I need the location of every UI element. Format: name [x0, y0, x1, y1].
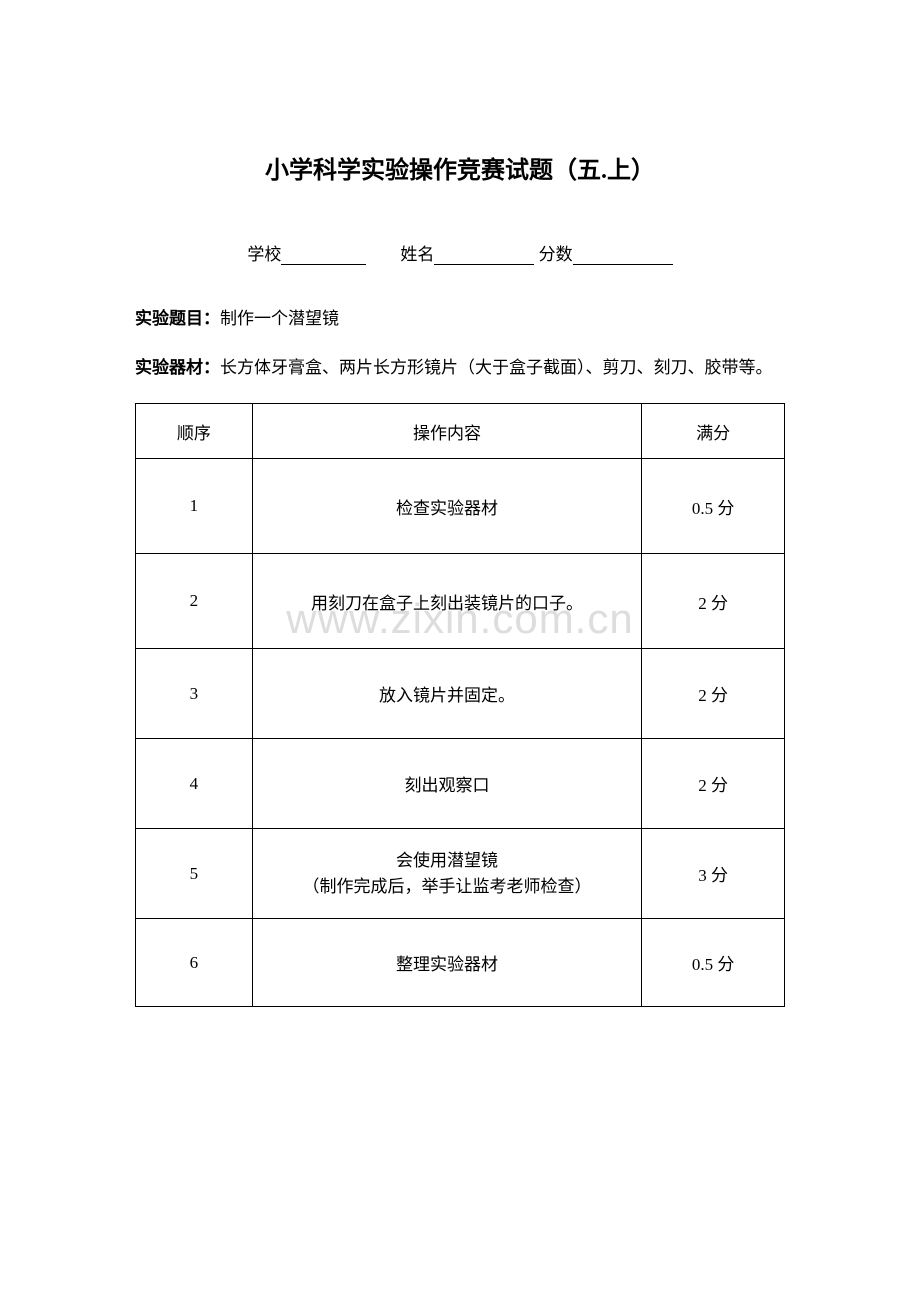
- cell-seq: 3: [136, 649, 253, 739]
- cell-content: 整理实验器材: [252, 919, 641, 1007]
- cell-score: 0.5 分: [642, 919, 785, 1007]
- header-score: 满分: [642, 404, 785, 459]
- cell-content: 放入镜片并固定。: [252, 649, 641, 739]
- form-line: 学校 姓名 分数: [135, 240, 785, 265]
- experiment-title-label: 实验题目：: [135, 309, 220, 328]
- header-seq: 顺序: [136, 404, 253, 459]
- cell-score: 2 分: [642, 554, 785, 649]
- cell-score: 3 分: [642, 829, 785, 919]
- cell-content-line2: （制作完成后，举手让监考老师检查）: [303, 877, 592, 896]
- header-content: 操作内容: [252, 404, 641, 459]
- cell-score: 0.5 分: [642, 459, 785, 554]
- cell-score: 2 分: [642, 649, 785, 739]
- table-row: 4 刻出观察口 2 分: [136, 739, 785, 829]
- table-row: 2 用刻刀在盒子上刻出装镜片的口子。 2 分: [136, 554, 785, 649]
- experiment-title-block: 实验题目：制作一个潜望镜: [135, 305, 785, 332]
- experiment-materials-label: 实验器材：: [135, 358, 220, 377]
- school-blank: [281, 247, 366, 265]
- cell-content: 用刻刀在盒子上刻出装镜片的口子。: [252, 554, 641, 649]
- cell-seq: 5: [136, 829, 253, 919]
- experiment-materials-value: 长方体牙膏盒、两片长方形镜片（大于盒子截面）、剪刀、刻刀、胶带等。: [220, 358, 773, 377]
- table-row: 6 整理实验器材 0.5 分: [136, 919, 785, 1007]
- cell-seq: 1: [136, 459, 253, 554]
- cell-content: 检查实验器材: [252, 459, 641, 554]
- score-label: 分数: [539, 245, 573, 264]
- table-row: 1 检查实验器材 0.5 分: [136, 459, 785, 554]
- page-title: 小学科学实验操作竞赛试题（五.上）: [135, 150, 785, 185]
- cell-score: 2 分: [642, 739, 785, 829]
- name-label: 姓名: [400, 245, 434, 264]
- cell-content-line1: 会使用潜望镜: [396, 851, 498, 870]
- score-blank: [573, 247, 673, 265]
- cell-seq: 6: [136, 919, 253, 1007]
- table-row: 5 会使用潜望镜 （制作完成后，举手让监考老师检查） 3 分: [136, 829, 785, 919]
- name-blank: [434, 247, 534, 265]
- experiment-title-value: 制作一个潜望镜: [220, 309, 339, 328]
- table-header-row: 顺序 操作内容 满分: [136, 404, 785, 459]
- table-row: 3 放入镜片并固定。 2 分: [136, 649, 785, 739]
- operations-table: 顺序 操作内容 满分 1 检查实验器材 0.5 分 2 用刻刀在盒子上刻出装镜片…: [135, 403, 785, 1007]
- experiment-materials-block: 实验器材：长方体牙膏盒、两片长方形镜片（大于盒子截面）、剪刀、刻刀、胶带等。: [135, 354, 785, 381]
- cell-content: 刻出观察口: [252, 739, 641, 829]
- cell-content: 会使用潜望镜 （制作完成后，举手让监考老师检查）: [252, 829, 641, 919]
- cell-seq: 4: [136, 739, 253, 829]
- school-label: 学校: [247, 245, 281, 264]
- cell-seq: 2: [136, 554, 253, 649]
